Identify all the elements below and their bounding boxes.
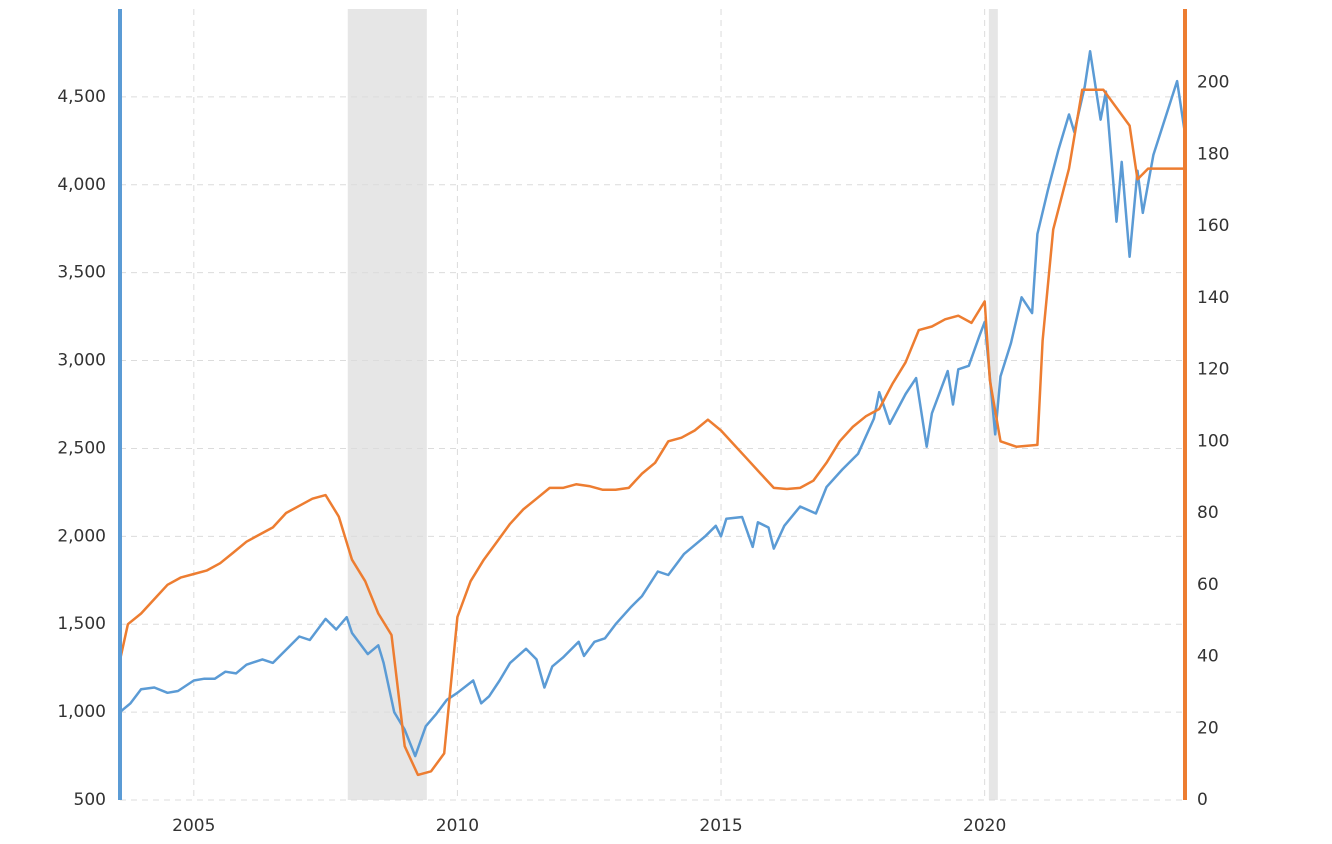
y-tick-label: 4,500	[57, 87, 106, 107]
y2-tick-label: 140	[1197, 288, 1229, 308]
y-tick-label: 1,500	[57, 614, 106, 634]
y2-tick-label: 20	[1197, 718, 1219, 738]
y-tick-label: 3,000	[57, 351, 106, 371]
x-tick-label: 2020	[963, 816, 1006, 836]
y2-tick-label: 200	[1197, 73, 1229, 93]
y2-tick-label: 180	[1197, 144, 1229, 164]
y-tick-label: 4,000	[57, 175, 106, 195]
y-tick-label: 2,000	[57, 526, 106, 546]
y2-tick-label: 0	[1197, 790, 1208, 810]
series-line	[118, 88, 1185, 777]
y2-tick-label: 60	[1197, 575, 1219, 595]
y2-tick-label: 120	[1197, 360, 1229, 380]
y2-tick-label: 160	[1197, 216, 1229, 236]
x-tick-label: 2005	[172, 816, 215, 836]
y2-tick-label: 40	[1197, 647, 1219, 667]
x-tick-label: 2015	[699, 816, 742, 836]
y2-tick-label: 80	[1197, 503, 1219, 523]
y-tick-label: 2,500	[57, 438, 106, 458]
y-tick-label: 1,000	[57, 702, 106, 722]
x-tick-label: 2010	[436, 816, 479, 836]
y2-tick-label: 100	[1197, 431, 1229, 451]
y-tick-label: 3,500	[57, 263, 106, 283]
series-line	[119, 49, 1187, 758]
y-tick-label: 500	[74, 790, 106, 810]
shaded-band	[347, 9, 427, 800]
